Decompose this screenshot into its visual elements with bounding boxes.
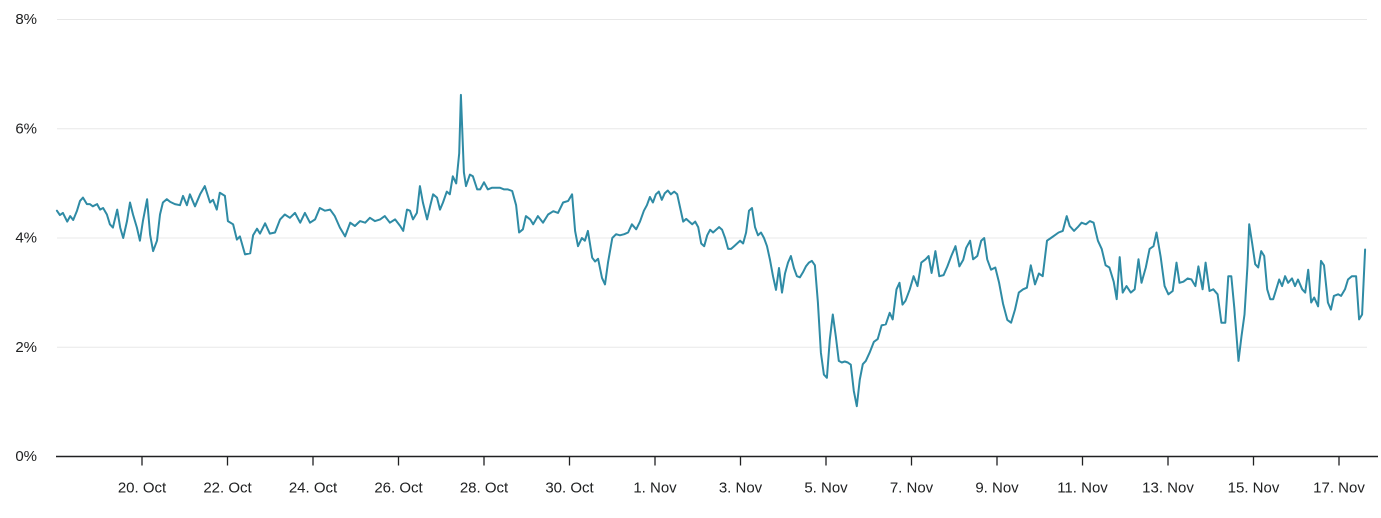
x-axis-label: 24. Oct — [289, 480, 338, 497]
x-axis-label: 3. Nov — [719, 480, 763, 497]
x-axis-label: 30. Oct — [545, 480, 594, 497]
x-axis-label: 26. Oct — [374, 480, 423, 497]
x-axis-label: 11. Nov — [1057, 480, 1108, 497]
x-axis-label: 17. Nov — [1313, 480, 1365, 497]
x-axis-label: 1. Nov — [633, 480, 677, 497]
x-axis-label: 15. Nov — [1228, 480, 1280, 497]
y-axis-label: 8% — [15, 11, 37, 28]
x-axis-label: 28. Oct — [460, 480, 509, 497]
y-axis-label: 4% — [15, 230, 37, 247]
x-axis-label: 7. Nov — [890, 480, 934, 497]
x-axis-label: 22. Oct — [203, 480, 252, 497]
series-line-percent — [55, 93, 1367, 408]
x-axis-label: 9. Nov — [975, 480, 1019, 497]
y-axis-label: 2% — [15, 339, 37, 356]
x-axis-label: 13. Nov — [1142, 480, 1194, 497]
y-axis-label: 6% — [15, 120, 37, 137]
x-axis-label: 5. Nov — [804, 480, 848, 497]
x-axis-label: 20. Oct — [118, 480, 167, 497]
y-axis-label: 0% — [15, 448, 37, 465]
